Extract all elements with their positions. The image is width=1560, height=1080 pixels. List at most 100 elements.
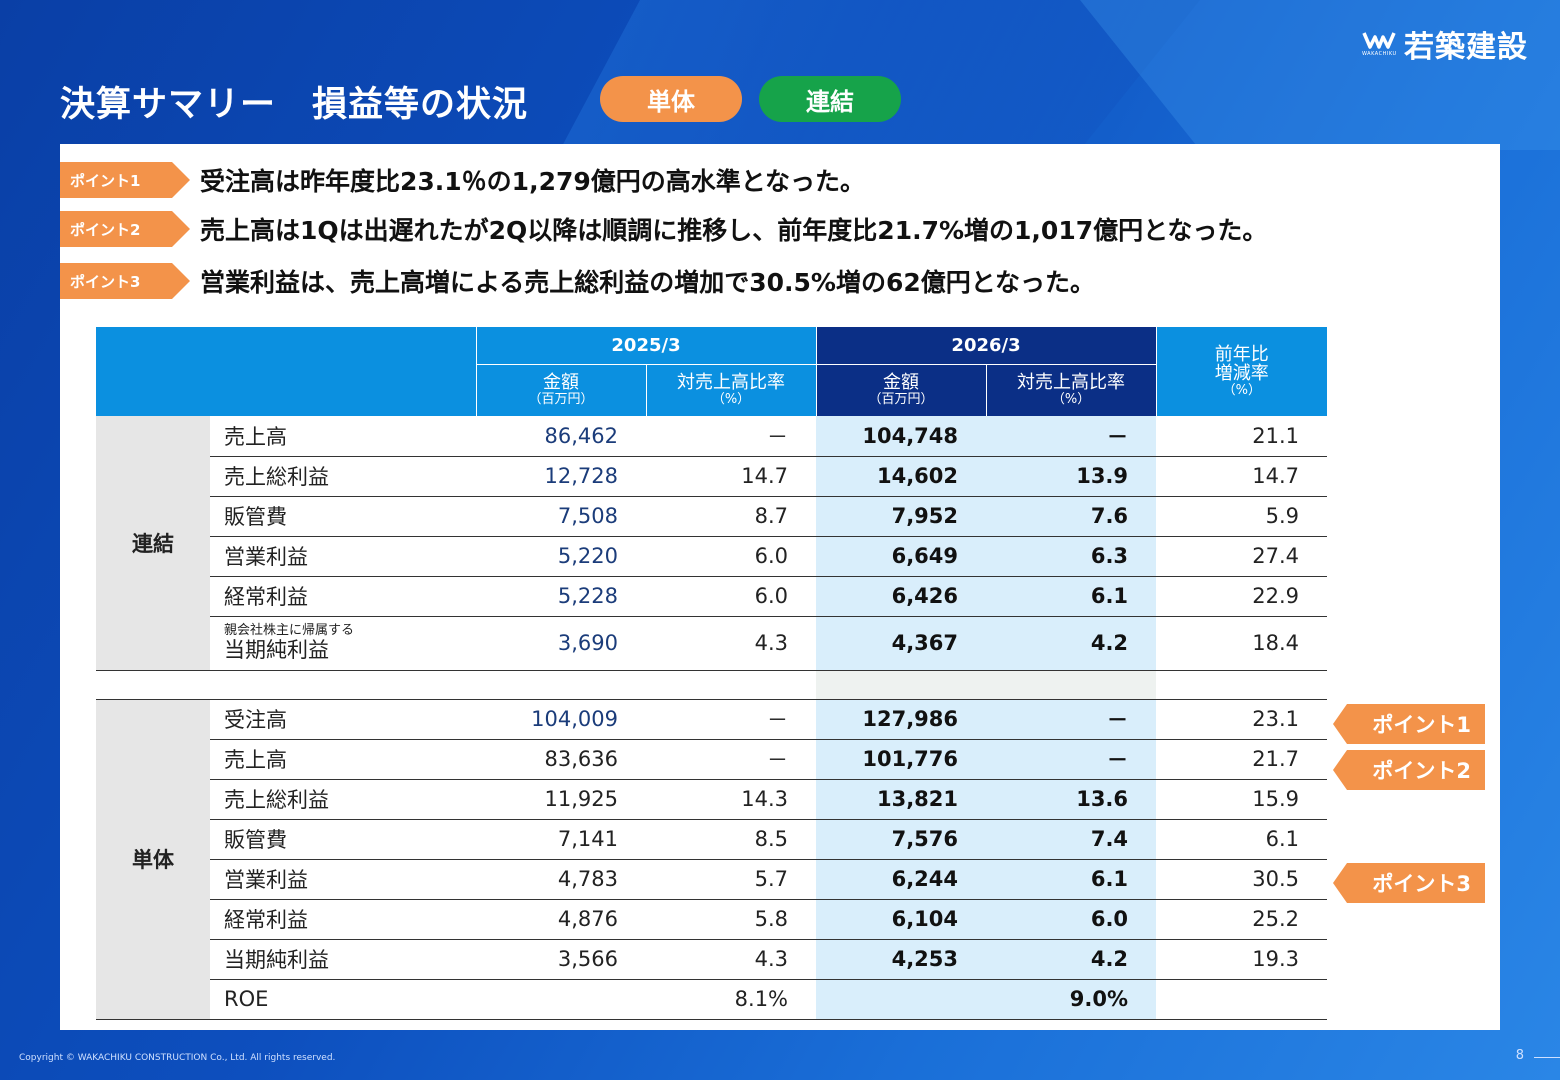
curr-amount: 104,748 [816,416,987,457]
prev-amount: 4,876 [476,899,646,940]
table-row: 売上総利益 12,728 14.7 14,602 13.9 14.7 [96,456,1328,497]
prev-amount: 7,508 [476,496,646,537]
ratio-unit: （%） [711,391,751,407]
curr-ratio: 4.2 [986,939,1157,980]
year-prev-header: 2025/3 [475,327,817,365]
row-label: 売上高 [210,416,476,457]
prev-ratio: － [646,416,817,457]
curr-ratio: 9.0% [986,979,1157,1020]
curr-ratio: 6.1 [986,576,1157,617]
page-number-rule [1534,1057,1560,1058]
table-row: 当期純利益 3,566 4.3 4,253 4.2 19.3 [96,939,1328,980]
table-row: 単体 受注高 104,009 － 127,986 － 23.1 [96,699,1328,1020]
prev-amount: 12,728 [476,456,646,497]
row-label-main: 当期純利益 [224,637,329,662]
curr-ratio: 6.3 [986,536,1157,577]
curr-ratio: 4.2 [986,616,1157,671]
point-row-1: ポイント1 受注高は昨年度比23.1％の1,279億円の高水準となった。 [60,162,865,198]
row-label: 経常利益 [210,576,476,617]
yoy-header-line2: 増減率 [1214,363,1269,385]
row-label-small: 親会社株主に帰属する [224,623,355,639]
point-tag: ポイント3 [60,263,190,299]
financial-table: 2025/3 2026/3 前年比 増減率 （%） 金額 （百万円） 対売上高比… [96,327,1328,1020]
table-row: 売上総利益 11,925 14.3 13,821 13.6 15.9 [96,779,1328,820]
table-row: 連結 売上高 86,462 － 104,748 － 21.1 [96,416,1328,671]
single-badge: 単体 [600,76,742,122]
yoy-value: 25.2 [1156,899,1328,940]
curr-amount: 7,576 [816,819,987,860]
row-label: 営業利益 [210,859,476,900]
yoy-header: 前年比 増減率 （%） [1155,327,1328,416]
row-label: 売上総利益 [210,779,476,820]
ratio-label: 対売上高比率 [1017,371,1126,393]
curr-ratio: 13.9 [986,456,1157,497]
table-spacer-row [96,670,1328,700]
curr-amount: 4,367 [816,616,987,671]
point-row-2: ポイント2 売上高は1Qは出遅れたが2Q以降は順調に推移し、前年度比21.7%増… [60,211,1267,247]
prev-amount [476,979,646,1020]
prev-ratio: 6.0 [646,576,817,617]
yoy-value: 6.1 [1156,819,1328,860]
yoy-value: 30.5 [1156,859,1328,900]
curr-amount: 14,602 [816,456,987,497]
logo-subtext: WAKACHIKU [1362,51,1397,57]
curr-amount: 4,253 [816,939,987,980]
side-point-tag-2: ポイント2 [1333,750,1485,790]
amount-unit: （百万円） [528,391,594,407]
row-label: 売上高 [210,739,476,780]
page-number: 8 [1515,1048,1524,1063]
yoy-value: 23.1 [1156,699,1328,740]
point-row-3: ポイント3 営業利益は、売上高増による売上総利益の増加で30.5%増の62億円と… [60,263,1095,299]
curr-ratio: － [986,739,1157,780]
prev-amount: 4,783 [476,859,646,900]
yoy-value: 15.9 [1156,779,1328,820]
curr-ratio: 7.4 [986,819,1157,860]
prev-ratio: － [646,699,817,740]
copyright-footer: Copyright © WAKACHIKU CONSTRUCTION Co., … [19,1053,336,1063]
curr-amount [816,979,987,1020]
yoy-value: 21.7 [1156,739,1328,780]
prev-ratio: 4.3 [646,939,817,980]
point-tag: ポイント2 [60,211,190,247]
ratio-label: 対売上高比率 [677,371,785,393]
point-text: 営業利益は、売上高増による売上総利益の増加で30.5%増の62億円となった。 [200,268,1096,297]
prev-amount: 104,009 [476,699,646,740]
header-blank [96,327,476,416]
yoy-value [1156,979,1328,1020]
table-row: 経常利益 5,228 6.0 6,426 6.1 22.9 [96,576,1328,617]
yoy-value: 22.9 [1156,576,1328,617]
curr-amount: 6,244 [816,859,987,900]
curr-ratio: 6.0 [986,899,1157,940]
row-label: 当期純利益 [210,939,476,980]
table-row: 経常利益 4,876 5.8 6,104 6.0 25.2 [96,899,1328,940]
prev-amount: 83,636 [476,739,646,780]
prev-amount: 3,566 [476,939,646,980]
curr-ratio: 6.1 [986,859,1157,900]
row-label: 親会社株主に帰属する 当期純利益 [210,616,476,671]
curr-ratio: － [986,699,1157,740]
prev-amount: 5,220 [476,536,646,577]
content-panel: ポイント1 受注高は昨年度比23.1％の1,279億円の高水準となった。 ポイン… [60,144,1500,1030]
prev-ratio: 14.3 [646,779,817,820]
prev-amount: 7,141 [476,819,646,860]
curr-amount: 6,426 [816,576,987,617]
amount-label: 金額 [883,371,920,393]
yoy-value: 14.7 [1156,456,1328,497]
year-curr-header: 2026/3 [815,327,1157,365]
point-text: 受注高は昨年度比23.1％の1,279億円の高水準となった。 [200,167,866,196]
row-label: 販管費 [210,819,476,860]
amount-label: 金額 [543,371,579,393]
curr-amount: 6,104 [816,899,987,940]
prev-amount: 3,690 [476,616,646,671]
curr-amount-header: 金額 （百万円） [815,364,987,416]
single-group-label: 単体 [96,699,210,1020]
table-row: 親会社株主に帰属する 当期純利益 3,690 4.3 4,367 4.2 18.… [96,616,1328,671]
curr-amount: 101,776 [816,739,987,780]
yoy-value: 27.4 [1156,536,1328,577]
prev-ratio: 5.7 [646,859,817,900]
prev-ratio-header: 対売上高比率 （%） [645,364,817,416]
side-point-tag-3: ポイント3 [1333,863,1485,903]
curr-ratio: 13.6 [986,779,1157,820]
point-tag: ポイント1 [60,162,190,198]
ratio-unit: （%） [1051,391,1091,407]
